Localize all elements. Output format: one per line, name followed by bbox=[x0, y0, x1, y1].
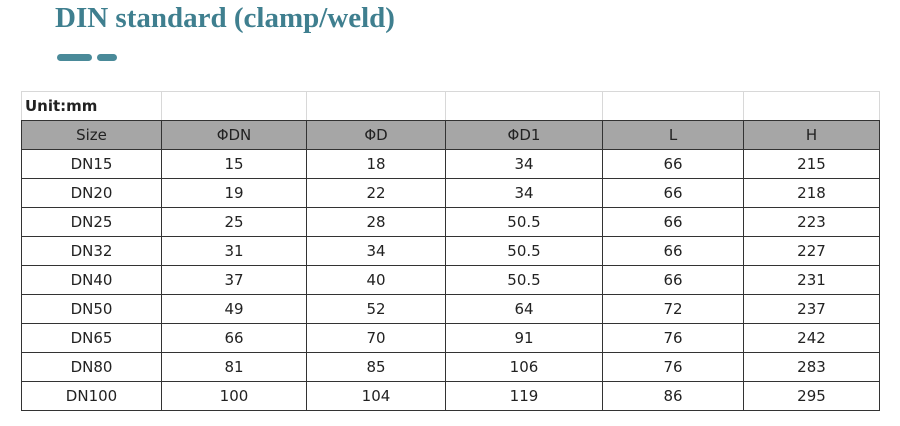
title: DIN standard (clamp/weld) bbox=[55, 2, 395, 34]
cell: 66 bbox=[602, 265, 744, 295]
spec-table: Unit:mm Size ΦDN ΦD ΦD1 L H DN15 15 18 34 66 215 DN20… bbox=[21, 91, 880, 411]
data-row: DN40 37 40 50.5 66 231 bbox=[21, 265, 880, 295]
cell: 25 bbox=[161, 207, 307, 237]
cell: 34 bbox=[445, 178, 603, 208]
data-row: DN65 66 70 91 76 242 bbox=[21, 323, 880, 353]
cell: 106 bbox=[445, 352, 603, 382]
cell: 119 bbox=[445, 381, 603, 411]
cell: 76 bbox=[602, 352, 744, 382]
cell: 295 bbox=[743, 381, 880, 411]
data-row: DN80 81 85 106 76 283 bbox=[21, 352, 880, 382]
cell: 215 bbox=[743, 149, 880, 179]
column-header: ΦD bbox=[306, 120, 446, 150]
cell: 70 bbox=[306, 323, 446, 353]
cell: 76 bbox=[602, 323, 744, 353]
cell: 31 bbox=[161, 236, 307, 266]
cell: 227 bbox=[743, 236, 880, 266]
cell: 34 bbox=[445, 149, 603, 179]
cell: DN32 bbox=[21, 236, 162, 266]
cell: 104 bbox=[306, 381, 446, 411]
cell: DN100 bbox=[21, 381, 162, 411]
cell: 66 bbox=[602, 149, 744, 179]
column-header: L bbox=[602, 120, 744, 150]
cell: 19 bbox=[161, 178, 307, 208]
column-header: Size bbox=[21, 120, 162, 150]
cell: 66 bbox=[602, 178, 744, 208]
cell: DN15 bbox=[21, 149, 162, 179]
cell: 86 bbox=[602, 381, 744, 411]
cell: 66 bbox=[602, 207, 744, 237]
cell: DN25 bbox=[21, 207, 162, 237]
cell: 50.5 bbox=[445, 265, 603, 295]
cell: 28 bbox=[306, 207, 446, 237]
cell: 81 bbox=[161, 352, 307, 382]
column-header: H bbox=[743, 120, 880, 150]
cell: 218 bbox=[743, 178, 880, 208]
cell: 22 bbox=[306, 178, 446, 208]
data-row: DN15 15 18 34 66 215 bbox=[21, 149, 880, 179]
cell: 72 bbox=[602, 294, 744, 324]
empty-cell bbox=[161, 91, 307, 121]
data-row: DN100 100 104 119 86 295 bbox=[21, 381, 880, 411]
data-row: DN20 19 22 34 66 218 bbox=[21, 178, 880, 208]
cell: 40 bbox=[306, 265, 446, 295]
column-header: ΦDN bbox=[161, 120, 307, 150]
cell: 37 bbox=[161, 265, 307, 295]
unit-row: Unit:mm bbox=[21, 91, 880, 121]
cell: 85 bbox=[306, 352, 446, 382]
data-row: DN25 25 28 50.5 66 223 bbox=[21, 207, 880, 237]
column-header: ΦD1 bbox=[445, 120, 603, 150]
cell: DN65 bbox=[21, 323, 162, 353]
cell: 223 bbox=[743, 207, 880, 237]
unit-label: Unit:mm bbox=[21, 91, 162, 121]
data-row: DN32 31 34 50.5 66 227 bbox=[21, 236, 880, 266]
cell: DN80 bbox=[21, 352, 162, 382]
decoration bbox=[57, 54, 92, 61]
header-row: Size ΦDN ΦD ΦD1 L H bbox=[21, 120, 880, 150]
cell: 18 bbox=[306, 149, 446, 179]
cell: 34 bbox=[306, 236, 446, 266]
cell: 242 bbox=[743, 323, 880, 353]
cell: 66 bbox=[161, 323, 307, 353]
cell: 100 bbox=[161, 381, 307, 411]
data-row: DN50 49 52 64 72 237 bbox=[21, 294, 880, 324]
empty-cell bbox=[445, 91, 603, 121]
cell: DN20 bbox=[21, 178, 162, 208]
cell: DN50 bbox=[21, 294, 162, 324]
decoration bbox=[97, 54, 117, 61]
cell: 237 bbox=[743, 294, 880, 324]
cell: DN40 bbox=[21, 265, 162, 295]
cell: 50.5 bbox=[445, 207, 603, 237]
cell: 50.5 bbox=[445, 236, 603, 266]
cell: 231 bbox=[743, 265, 880, 295]
cell: 91 bbox=[445, 323, 603, 353]
cell: 52 bbox=[306, 294, 446, 324]
empty-cell bbox=[602, 91, 744, 121]
cell: 64 bbox=[445, 294, 603, 324]
cell: 283 bbox=[743, 352, 880, 382]
empty-cell bbox=[306, 91, 446, 121]
cell: 49 bbox=[161, 294, 307, 324]
empty-cell bbox=[743, 91, 880, 121]
cell: 15 bbox=[161, 149, 307, 179]
cell: 66 bbox=[602, 236, 744, 266]
